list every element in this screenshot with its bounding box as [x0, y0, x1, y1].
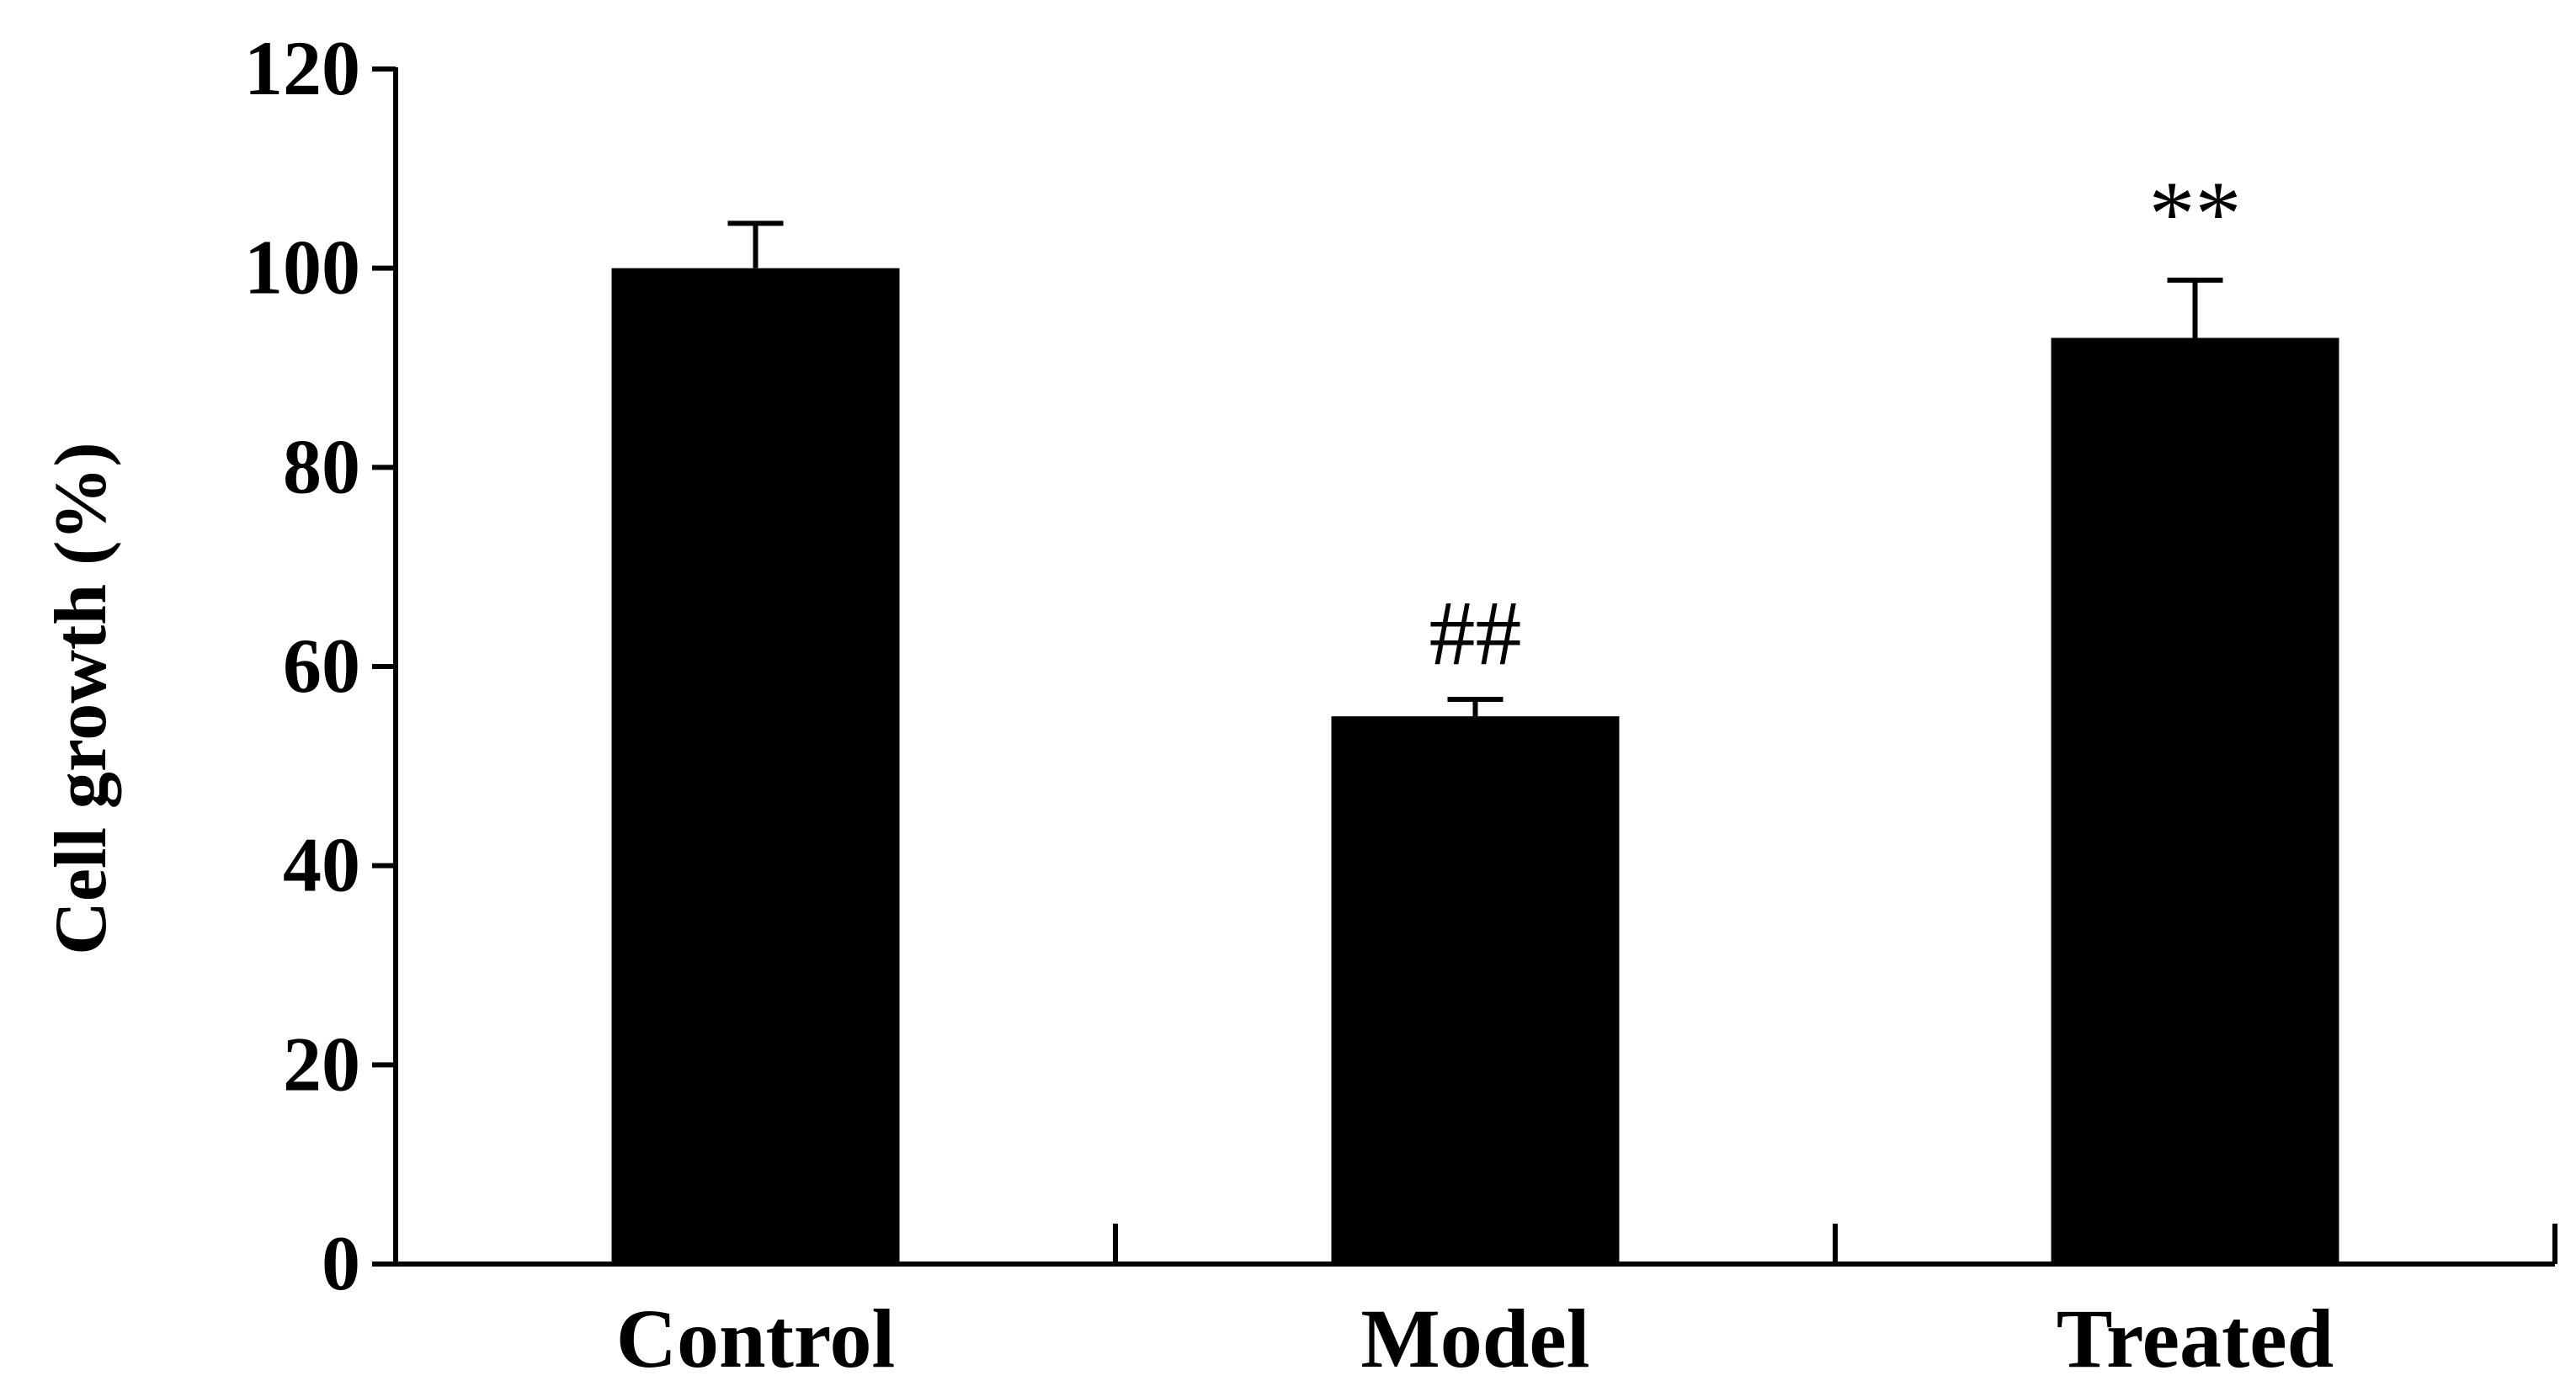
y-tick-label: 20: [283, 1021, 360, 1107]
bar: [611, 268, 900, 1265]
bar: [1331, 716, 1620, 1264]
x-tick-label: Model: [1360, 1292, 1589, 1381]
bars: [611, 268, 2339, 1265]
y-tick-label: 100: [244, 225, 360, 311]
y-axis-label: Cell growth (%): [40, 442, 122, 954]
significance-marker: ##: [1429, 582, 1522, 684]
significance-marker: **: [2149, 162, 2242, 265]
y-tick-label: 120: [244, 25, 360, 111]
y-axis: 0 20 40 60 80 100 120: [244, 25, 398, 1306]
x-tick-label: Treated: [2057, 1292, 2334, 1381]
y-tick-label: 0: [322, 1220, 360, 1306]
y-tick-label: 40: [283, 822, 360, 908]
y-tick-label: 60: [283, 623, 360, 709]
annotations: ## **: [1429, 162, 2242, 684]
bar: [2051, 337, 2339, 1264]
y-tick-label: 80: [283, 423, 360, 509]
x-tick-label: Control: [616, 1292, 896, 1381]
error-bars: [727, 220, 2223, 717]
